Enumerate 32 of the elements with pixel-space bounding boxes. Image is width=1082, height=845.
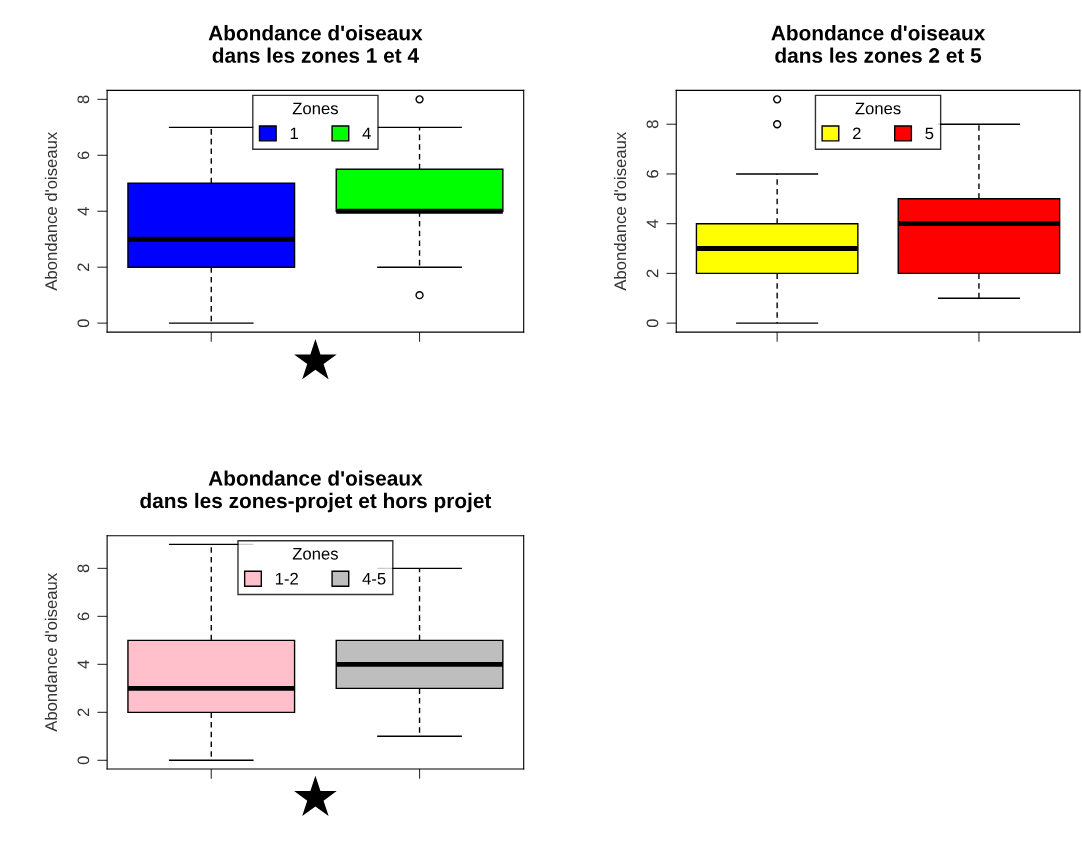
legend-title: Zones xyxy=(855,102,901,115)
y-tick-label: 8 xyxy=(77,95,90,104)
text: ★ xyxy=(294,775,337,817)
legend-label: 1-2 xyxy=(275,572,298,585)
chart-title: Abondance d'oiseaux dans les zones-projet et hors projet xyxy=(140,470,492,513)
y-tick-label: 0 xyxy=(77,756,90,765)
text: ★ xyxy=(294,338,337,380)
y-tick-label: 8 xyxy=(77,564,90,573)
chart-title: Abondance d'oiseaux dans les zones 1 et 4 xyxy=(208,25,423,63)
y-tick-label: 0 xyxy=(77,319,90,328)
y-axis-title: Abondance d'oiseaux xyxy=(613,131,627,291)
y-tick-label: 2 xyxy=(77,708,90,717)
y-tick-label: 4 xyxy=(77,660,90,669)
legend-label: 1 xyxy=(290,127,298,140)
legend-label: 2 xyxy=(852,127,861,140)
legend-label: 5 xyxy=(925,127,934,140)
legend-label: 4 xyxy=(362,127,371,140)
y-tick-label: 4 xyxy=(77,207,90,216)
y-tick-label: 2 xyxy=(77,263,90,271)
y-axis-title: Abondance d'oiseaux xyxy=(44,131,58,291)
y-tick-label: 6 xyxy=(77,151,90,160)
y-tick-label: 2 xyxy=(646,269,659,278)
legend-title: Zones xyxy=(292,102,338,115)
y-tick-label: 0 xyxy=(646,319,659,328)
y-tick-label: 4 xyxy=(646,219,659,228)
y-tick-label: 6 xyxy=(646,170,659,178)
legend-label: 4-5 xyxy=(362,572,386,585)
legend-title: Zones xyxy=(292,548,338,560)
y-axis-title: Abondance d'oiseaux xyxy=(44,573,58,732)
y-tick-label: 8 xyxy=(646,120,659,129)
y-tick-label: 6 xyxy=(77,612,90,621)
chart-title: Abondance d'oiseaux dans les zones 2 et 5 xyxy=(771,25,986,63)
